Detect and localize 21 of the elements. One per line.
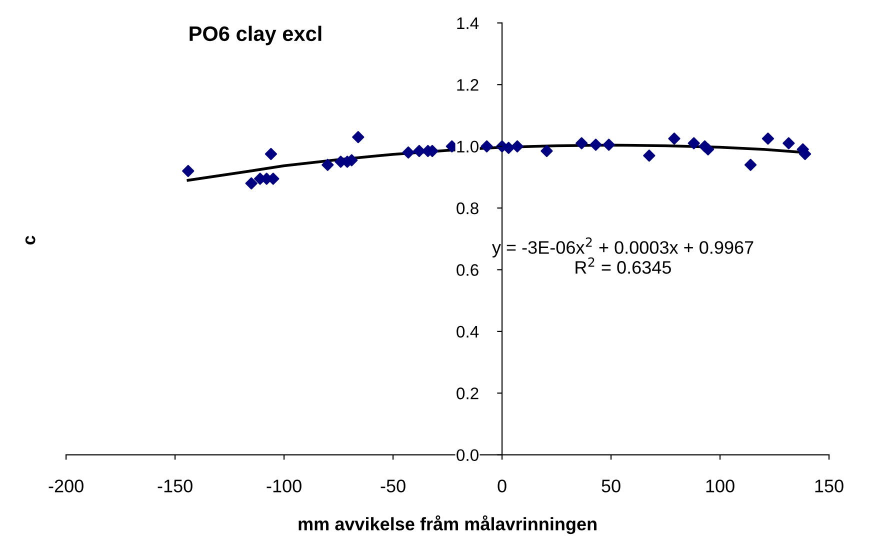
x-tick-label: -50: [380, 480, 406, 492]
x-tick-label: -200: [48, 480, 84, 492]
x-tick-label: -100: [266, 480, 302, 492]
annotation: y = -3E-06x$^{2}$ + 0.0003x + 0.9967: [492, 237, 754, 258]
y-tick-label: 0.4: [456, 326, 479, 338]
x-tick-label: 150: [815, 480, 844, 492]
y-tick-label: 1.0: [457, 140, 478, 153]
y-tick-label: 0.8: [456, 202, 478, 214]
x-tick-label: 50: [602, 480, 620, 492]
x-tick-label: 0: [498, 480, 506, 492]
x-tick-label: -150: [158, 480, 192, 492]
y-tick-label: 0.6: [456, 264, 478, 276]
y-tick-label: 1.4: [457, 18, 479, 29]
x-tick-label: 100: [706, 480, 734, 492]
y-axis-title: c: [25, 236, 36, 245]
chart-title: PO6 clay excl: [190, 26, 322, 46]
x-axis-title: mm avvikelse fråm målavrinningen: [298, 515, 596, 534]
annotation: R$^{2}$ = 0.6345: [576, 257, 671, 274]
y-tick-label: 1.2: [457, 79, 478, 91]
y-tick-label: 0.0: [456, 449, 478, 462]
y-tick-label: 0.2: [456, 388, 478, 400]
